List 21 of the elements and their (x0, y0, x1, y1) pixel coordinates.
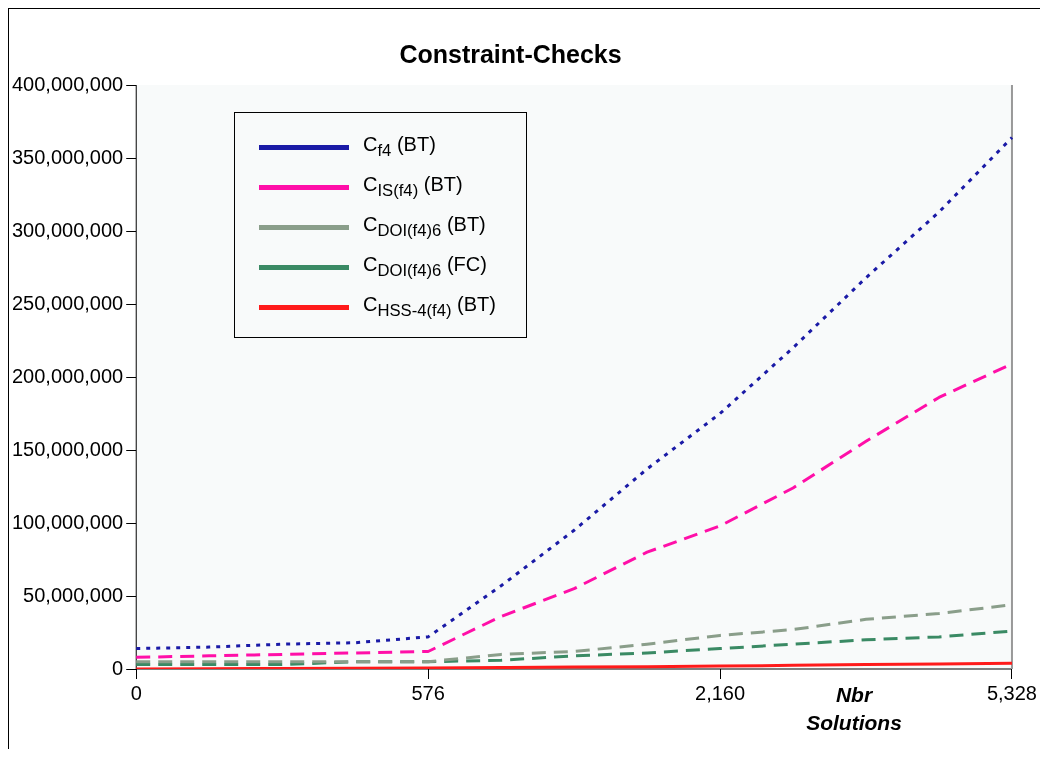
y-tick-label: 300,000,000 (11, 218, 124, 241)
y-tick-label: 0 (112, 656, 124, 679)
legend-label: C$_{DOI(f4)6}$ (FC) (363, 253, 487, 281)
x-tick-label: 0 (130, 681, 142, 704)
y-tick-label: 200,000,000 (11, 364, 124, 387)
y-tick-label: 400,000,000 (11, 72, 124, 95)
x-axis-title: Nbr Solutions (805, 682, 903, 736)
x-tick-label: 5,328 (986, 681, 1038, 704)
y-tick-label: 350,000,000 (11, 145, 124, 168)
chart-title: Constraint-Checks (399, 39, 622, 68)
line-series (134, 136, 1014, 651)
legend-label: C$_{f4}$ (BT) (363, 133, 436, 161)
y-tick-label: 250,000,000 (11, 291, 124, 314)
x-tick-label: 576 (411, 681, 445, 704)
y-tick-label: 100,000,000 (11, 510, 124, 533)
legend-label: C$_{IS(f4)}$ (BT) (363, 173, 463, 201)
y-tick-label: 50,000,000 (23, 583, 124, 606)
y-tick-label: 150,000,000 (11, 437, 124, 460)
legend-label: C$_{HSS-4(f4)}$ (BT) (363, 293, 496, 321)
x-tick-label: 2,160 (695, 681, 746, 704)
legend-label: C$_{DOI(f4)6}$ (BT) (363, 213, 486, 241)
